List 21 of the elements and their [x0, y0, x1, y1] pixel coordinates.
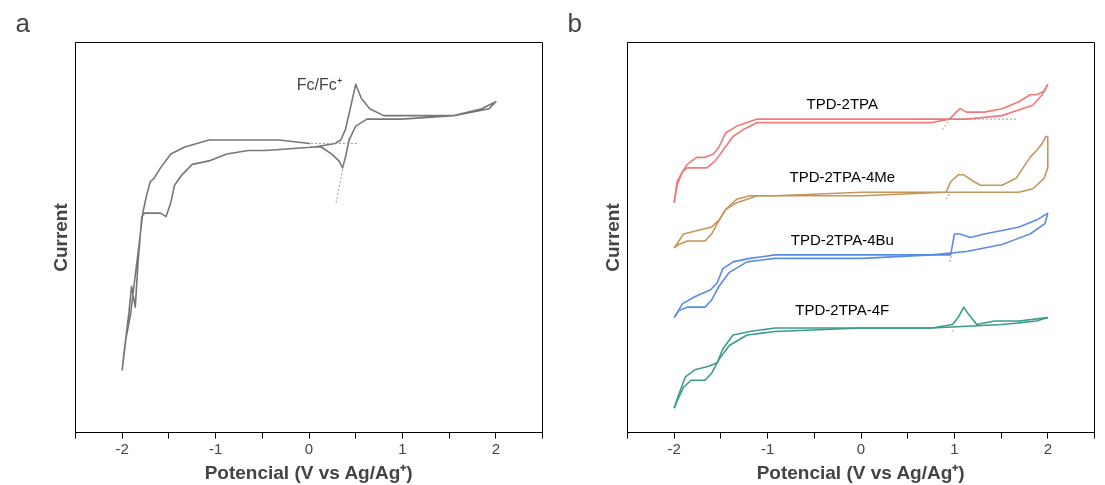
x-axis-title: Potencial (V vs Ag/Ag⁺)	[756, 461, 965, 483]
x-tick-label: -1	[760, 439, 775, 457]
x-axis-title: Potencial (V vs Ag/Ag⁺)	[204, 461, 413, 483]
chart-title: a	[15, 7, 31, 38]
series-label: TPD-2TPA	[806, 95, 879, 113]
chart-title: b	[567, 7, 582, 38]
x-tick-label: 2	[491, 439, 500, 457]
x-tick-label: 1	[398, 439, 407, 457]
series-label: TPD-2TPA-4Me	[789, 168, 896, 186]
x-tick-label: 0	[304, 439, 314, 457]
x-tick-label: -1	[208, 439, 223, 457]
annotation: Fc/Fc⁺	[296, 75, 342, 93]
x-tick-label: -2	[115, 439, 129, 457]
y-axis-title: Current	[49, 202, 71, 272]
x-tick-label: 0	[856, 439, 866, 457]
x-tick-label: 2	[1043, 439, 1052, 457]
x-tick-label: -2	[667, 439, 681, 457]
series-label: TPD-2TPA-4F	[795, 300, 890, 318]
y-axis-title: Current	[601, 202, 623, 272]
series-label: TPD-2TPA-4Bu	[790, 230, 894, 248]
x-tick-label: 1	[950, 439, 959, 457]
